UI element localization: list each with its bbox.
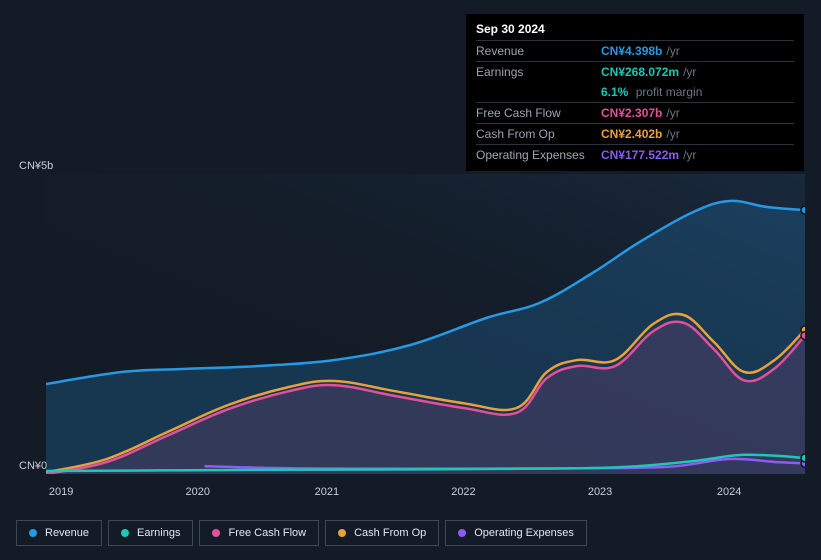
legend-item-label: Revenue (45, 527, 89, 539)
legend-dot-icon (458, 529, 466, 537)
tooltip-extra-text: profit margin (632, 85, 702, 99)
x-axis-tick: 2019 (49, 486, 73, 498)
y-axis-min-label: CN¥0 (19, 460, 47, 472)
tooltip-row-label: Cash From Op (476, 124, 601, 145)
legend-dot-icon (338, 529, 346, 537)
x-axis: 2019 2020 2021 2022 2023 2024 (46, 486, 805, 502)
legend-item-label: Free Cash Flow (228, 527, 306, 539)
tooltip-table: RevenueCN¥4.398b/yrEarningsCN¥268.072m/y… (476, 40, 794, 165)
tooltip-row-label: Earnings (476, 62, 601, 83)
series-end-marker-revenue (801, 206, 805, 214)
tooltip-row-value: CN¥268.072m (601, 65, 679, 79)
tooltip-row-value: CN¥2.307b (601, 106, 662, 120)
x-axis-tick: 2023 (588, 486, 612, 498)
legend-item-revenue[interactable]: Revenue (16, 520, 102, 546)
legend-dot-icon (212, 529, 220, 537)
tooltip-row-value-cell: CN¥4.398b/yr (601, 41, 794, 62)
tooltip-row-value-cell: CN¥2.402b/yr (601, 124, 794, 145)
x-axis-tick: 2021 (315, 486, 339, 498)
tooltip-row-extra: 6.1% profit margin (476, 82, 794, 103)
tooltip-row-unit: /yr (666, 44, 679, 58)
chart-legend: Revenue Earnings Free Cash Flow Cash From O… (16, 520, 587, 546)
series-end-marker-earnings (801, 454, 805, 462)
legend-dot-icon (121, 529, 129, 537)
tooltip-row-unit: /yr (666, 106, 679, 120)
tooltip-row: RevenueCN¥4.398b/yr (476, 41, 794, 62)
legend-item-earnings[interactable]: Earnings (108, 520, 193, 546)
tooltip-row-label: Revenue (476, 41, 601, 62)
chart-tooltip: Sep 30 2024 RevenueCN¥4.398b/yrEarningsC… (466, 14, 804, 171)
tooltip-row-value-cell: CN¥2.307b/yr (601, 103, 794, 124)
tooltip-row-unit: /yr (683, 65, 696, 79)
x-axis-tick: 2020 (186, 486, 210, 498)
tooltip-row: Free Cash FlowCN¥2.307b/yr (476, 103, 794, 124)
tooltip-date: Sep 30 2024 (476, 22, 794, 36)
tooltip-row: Cash From OpCN¥2.402b/yr (476, 124, 794, 145)
tooltip-row-value-cell: CN¥268.072m/yr (601, 62, 794, 83)
legend-item-free_cash_flow[interactable]: Free Cash Flow (199, 520, 319, 546)
series-end-marker-free_cash_flow (801, 332, 805, 340)
chart-svg (46, 174, 805, 474)
legend-item-label: Cash From Op (354, 527, 426, 539)
legend-item-operating_expenses[interactable]: Operating Expenses (445, 520, 587, 546)
tooltip-extra-pct: 6.1% (601, 85, 628, 99)
tooltip-row-label: Free Cash Flow (476, 103, 601, 124)
legend-item-label: Earnings (137, 527, 180, 539)
legend-item-cash_from_op[interactable]: Cash From Op (325, 520, 439, 546)
tooltip-row-value: CN¥4.398b (601, 44, 662, 58)
tooltip-row-unit: /yr (666, 127, 679, 141)
legend-item-label: Operating Expenses (474, 527, 574, 539)
tooltip-row-value: CN¥2.402b (601, 127, 662, 141)
x-axis-tick: 2024 (717, 486, 741, 498)
legend-dot-icon (29, 529, 37, 537)
x-axis-tick: 2022 (451, 486, 475, 498)
y-axis-max-label: CN¥5b (19, 160, 53, 172)
financials-chart[interactable]: CN¥5b CN¥0 2019 2020 2021 2022 2023 2024 (16, 160, 805, 500)
tooltip-row: EarningsCN¥268.072m/yr (476, 62, 794, 83)
